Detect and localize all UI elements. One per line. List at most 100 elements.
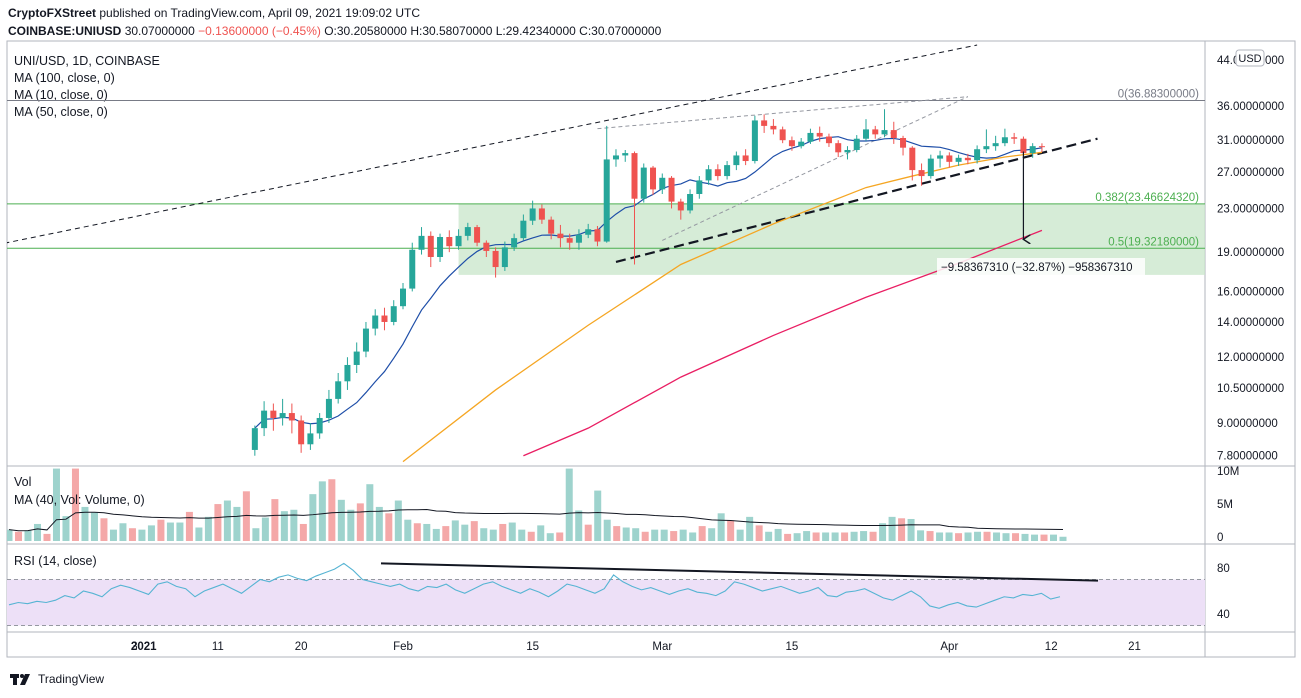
candle-body [705, 169, 712, 181]
volume-bar [328, 479, 336, 541]
volume-bar [100, 518, 108, 541]
volume-bar [755, 525, 763, 541]
high-value: H:30.58070000 [410, 24, 493, 38]
volume-bar [736, 529, 744, 541]
chart-frame [6, 40, 1296, 658]
volume-bar [527, 531, 535, 541]
candlestick-series[interactable] [251, 109, 1045, 456]
candle-body [316, 417, 323, 434]
volume-ma-line [8, 509, 1064, 532]
rsi-pane[interactable] [7, 562, 1205, 626]
volume-bar [157, 519, 165, 541]
volume-axis: 10M 5M 0 [1217, 466, 1239, 544]
volume-bar [907, 518, 915, 541]
volume-bar [774, 528, 782, 541]
candle-body [270, 410, 277, 418]
price-axis[interactable]: 44.0000000036.0000000031.0000000027.0000… [1217, 55, 1284, 463]
volume-bar [831, 532, 839, 541]
candle-body [659, 177, 666, 190]
publisher-name[interactable]: CryptoFXStreet [8, 6, 97, 20]
volume-bar [1059, 536, 1067, 541]
volume-bar [24, 530, 32, 541]
volume-bar [128, 528, 136, 541]
candle-body [733, 155, 740, 166]
time-tick-label: 3 [131, 641, 137, 653]
tradingview-footer[interactable]: TradingView [10, 672, 104, 686]
candle-body [279, 413, 286, 418]
ma10-legend[interactable]: MA (10, close, 0) [14, 88, 108, 102]
trend-lines[interactable] [0, 44, 1098, 264]
volume-tick-label: 0 [1217, 532, 1223, 544]
volume-bar [1040, 534, 1048, 541]
last-price: 30.07000000 [124, 24, 195, 38]
candle-body [353, 351, 360, 365]
candle-body [761, 120, 768, 126]
volume-bar [575, 510, 583, 541]
volume-bar [14, 531, 22, 541]
fib-level-label: 0.382(23.46624320) [1095, 192, 1199, 204]
candle-body [872, 129, 879, 135]
candle-body [751, 120, 758, 162]
volume-title[interactable]: Vol [14, 475, 31, 489]
currency-badge[interactable] [1235, 49, 1265, 67]
price-change: −0.13600000 (−0.45%) [198, 24, 321, 38]
volume-bar [698, 526, 706, 541]
volume-bar [33, 523, 41, 541]
ma100-legend[interactable]: MA (100, close, 0) [14, 71, 115, 85]
candle-body [288, 413, 295, 421]
volume-bar [898, 518, 906, 541]
candle-body [835, 143, 842, 153]
volume-bar [660, 529, 668, 541]
volume-bar [537, 525, 545, 541]
volume-bar [290, 509, 298, 541]
candle-body [566, 238, 573, 243]
volume-bar [1021, 533, 1029, 541]
volume-bar [860, 531, 868, 541]
volume-bar [983, 531, 991, 541]
ma50-legend[interactable]: MA (50, close, 0) [14, 105, 108, 119]
candle-body [474, 227, 481, 243]
candle-body [520, 220, 527, 239]
candle-body [427, 235, 434, 258]
volume-bar [964, 532, 972, 541]
candle-body [631, 153, 638, 199]
candle-body [1029, 146, 1036, 154]
rsi-band [7, 579, 1205, 626]
volume-bar [337, 499, 345, 541]
time-tick-label: 11 [212, 641, 224, 653]
volume-bar [594, 490, 602, 541]
volume-bar [841, 532, 849, 541]
symbol-name[interactable]: COINBASE:UNIUSD [8, 24, 122, 38]
candle-body [575, 234, 582, 243]
volume-bar [556, 532, 564, 541]
candle-body [1001, 137, 1008, 144]
fib-levels[interactable]: 0(36.88300000) 0.382(23.46624320) 0.5(19.3… [7, 88, 1205, 249]
upper-channel-line [7, 44, 978, 244]
price-range-measure[interactable]: −9.58367310 (−32.87%) −958367310 [937, 151, 1145, 276]
volume-bar [356, 503, 364, 541]
volume-bar [679, 529, 687, 541]
indicator-legend: UNI/USD, 1D, COINBASE MA (100, close, 0)… [14, 53, 160, 121]
candle-body [863, 129, 869, 139]
volume-bar [185, 511, 193, 541]
candle-body [594, 229, 601, 242]
candle-body [418, 235, 425, 250]
moving-averages [254, 136, 1043, 463]
chart-title[interactable]: UNI/USD, 1D, COINBASE [14, 54, 160, 68]
volume-bar [81, 506, 89, 541]
volume-bar [204, 516, 212, 541]
price-tick-label: 19.00000000 [1217, 247, 1284, 259]
rsi-title[interactable]: RSI (14, close) [14, 554, 97, 568]
rsi-divergence-trendline [380, 562, 1099, 582]
volume-bar [945, 532, 953, 541]
measure-label-bg [937, 258, 1145, 276]
rsi-tick-label: 80 [1217, 563, 1230, 575]
volume-ma-legend[interactable]: MA (40, Vol: Volume, 0) [14, 493, 145, 507]
volume-bar [347, 509, 355, 541]
volume-pane[interactable] [6, 468, 1067, 541]
volume-bar [404, 519, 412, 541]
volume-bar [888, 516, 896, 541]
volume-bar [926, 531, 934, 541]
